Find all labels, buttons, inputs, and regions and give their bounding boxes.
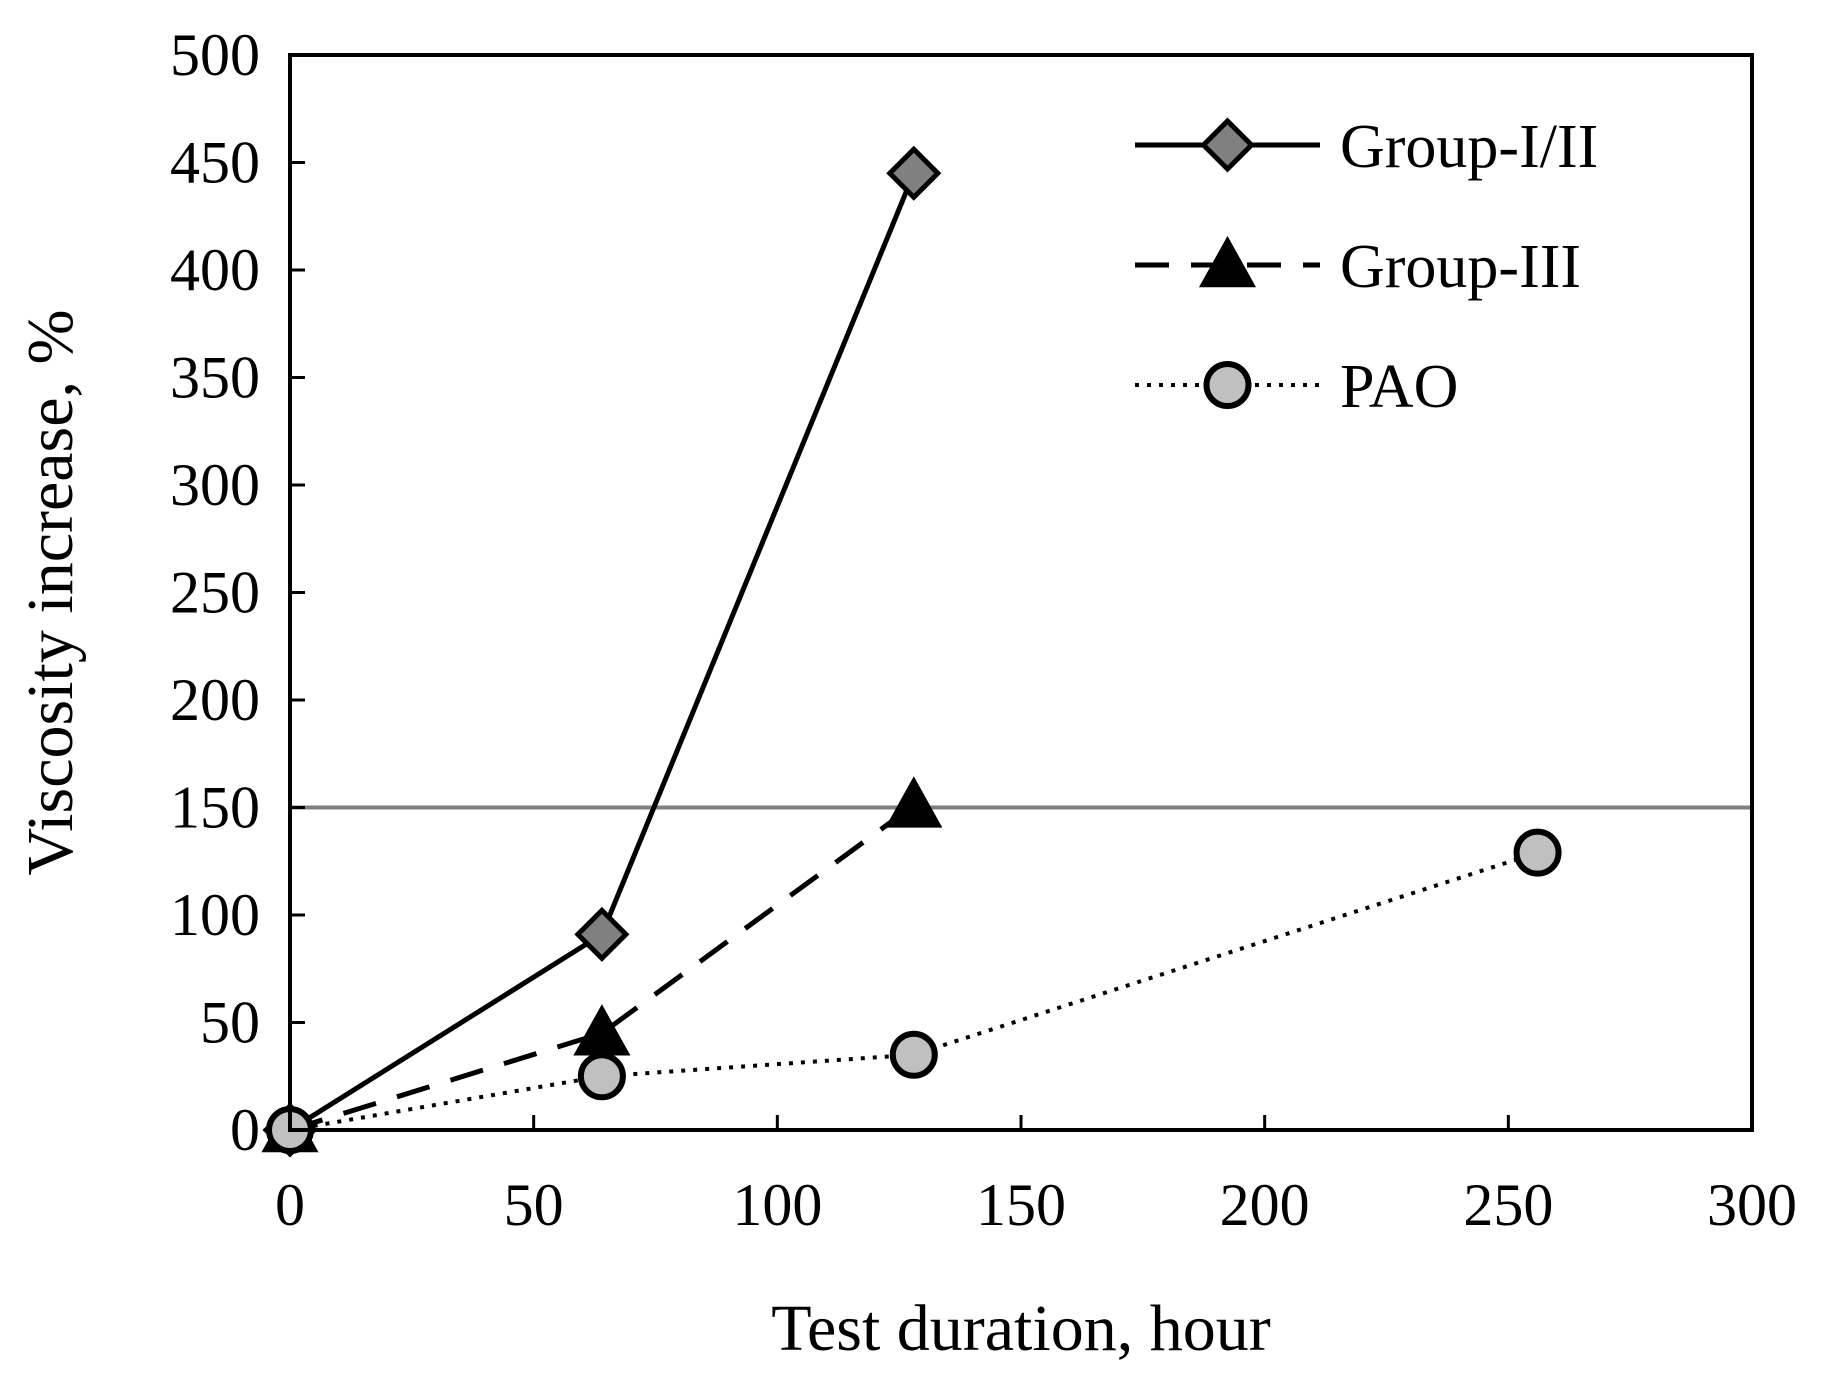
- y-tick-label: 500: [170, 22, 260, 88]
- series-line: [289, 803, 916, 1133]
- series-layer: [261, 145, 1562, 1158]
- label-layer: 0 50 100 150 200 250 300 350 400 450 500 0 50 100 150 2…: [170, 22, 1797, 1238]
- y-axis-title: Viscosity increase, %: [14, 309, 87, 875]
- x-tick-label: 300: [1707, 1172, 1797, 1238]
- legend-marker: [1203, 361, 1252, 409]
- data-point: [577, 1052, 626, 1101]
- series-line: [289, 850, 1539, 1132]
- legend-label: PAO: [1340, 353, 1458, 421]
- y-tick-label: 200: [170, 667, 260, 733]
- y-tick-label: 450: [170, 130, 260, 196]
- data-point: [1513, 828, 1562, 877]
- data-point: [886, 145, 942, 201]
- data-point: [889, 1030, 938, 1079]
- y-tick-label: 150: [170, 775, 260, 841]
- series-PAO: [266, 828, 1562, 1154]
- x-tick-label: 150: [976, 1172, 1066, 1238]
- y-tick-label: 300: [170, 452, 260, 518]
- legend-label: Group-III: [1340, 233, 1581, 301]
- legend-label: Group-I/II: [1340, 113, 1598, 181]
- data-point: [574, 906, 630, 962]
- x-tick-label: 250: [1463, 1172, 1553, 1238]
- y-tick-label: 50: [200, 990, 260, 1056]
- y-tick-label: 350: [170, 345, 260, 411]
- y-tick-label: 0: [230, 1097, 260, 1163]
- x-tick-label: 50: [504, 1172, 564, 1238]
- legend-marker: [1198, 235, 1257, 288]
- plot-frame: [288, 53, 1754, 1132]
- x-tick-label: 200: [1220, 1172, 1310, 1238]
- y-tick-label: 250: [170, 560, 260, 626]
- data-point: [885, 776, 943, 828]
- x-tick-label: 0: [275, 1172, 305, 1238]
- legend: Group-I/II Group-III PAO: [1135, 113, 1598, 421]
- x-axis-title: Test duration, hour: [771, 1292, 1270, 1365]
- y-tick-label: 100: [170, 882, 260, 948]
- legend-marker: [1199, 117, 1256, 173]
- x-tick-label: 100: [732, 1172, 822, 1238]
- y-tick-label: 400: [170, 237, 260, 303]
